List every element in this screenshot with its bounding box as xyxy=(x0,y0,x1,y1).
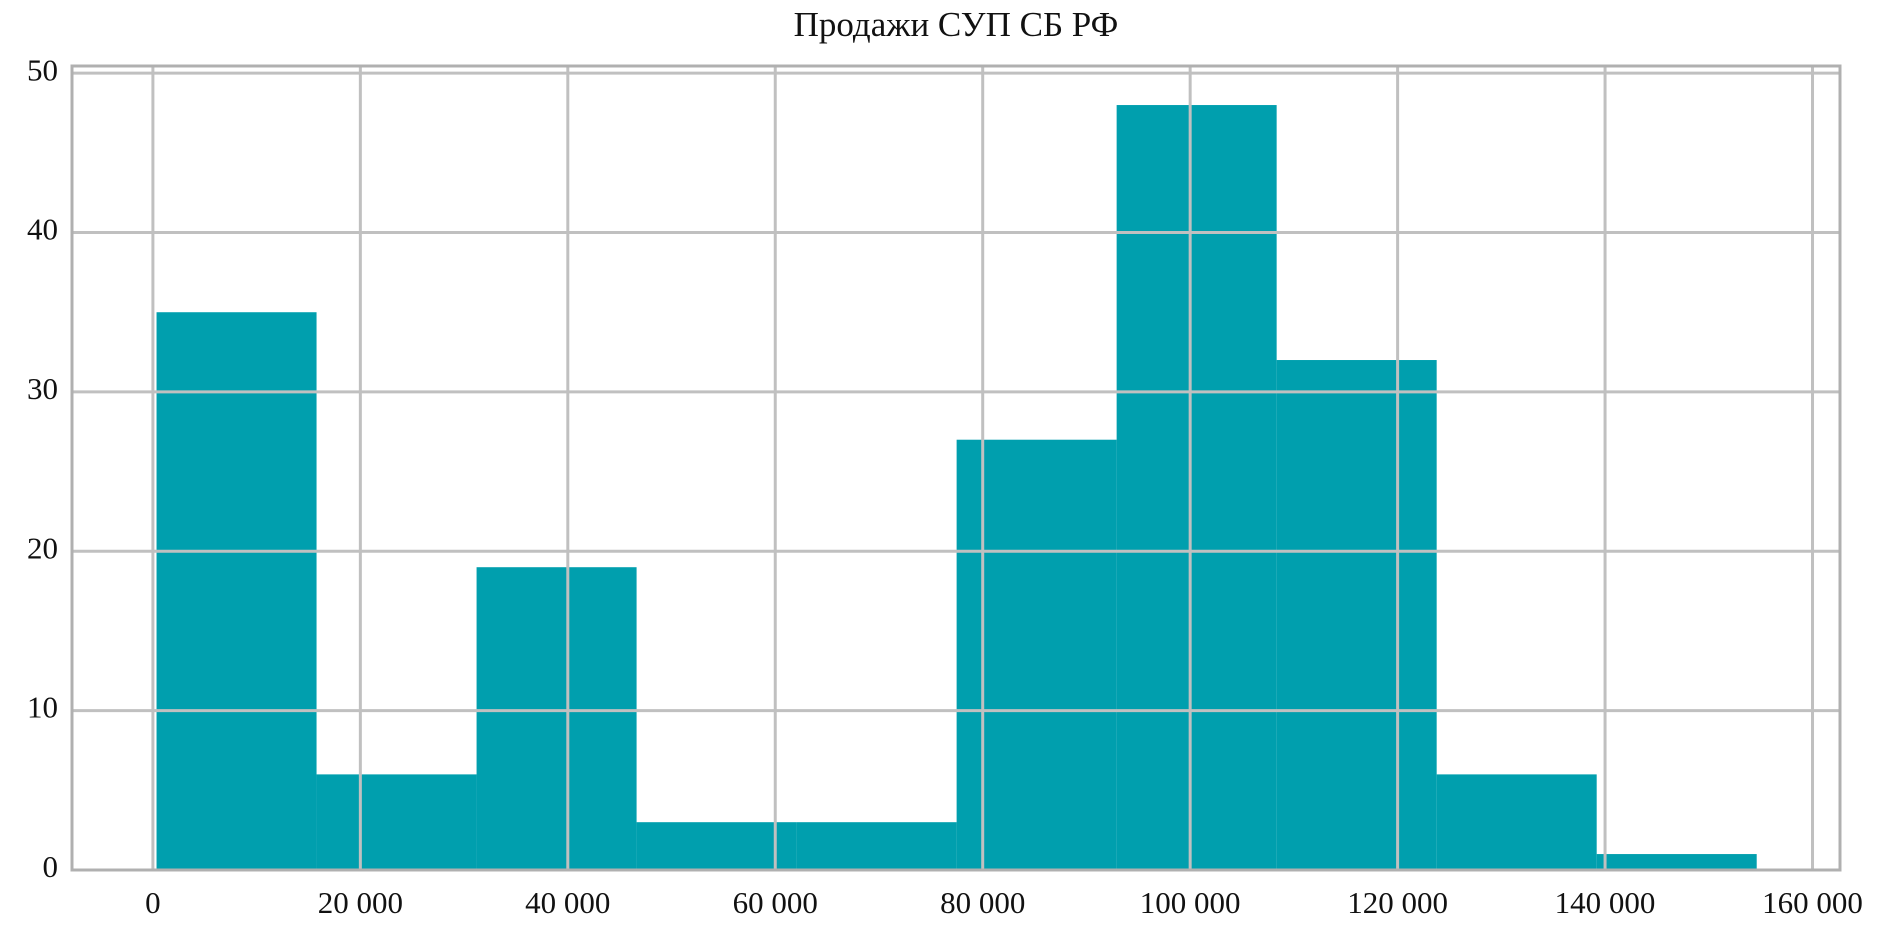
y-tick-label: 50 xyxy=(27,52,58,87)
y-tick-label: 20 xyxy=(27,530,58,565)
bar xyxy=(956,439,1117,870)
y-tick-label: 40 xyxy=(27,212,58,247)
bar xyxy=(1116,105,1277,870)
chart-title: Продажи СУП СБ РФ xyxy=(794,5,1119,44)
bar xyxy=(476,567,637,870)
x-tick-label: 60 000 xyxy=(733,885,818,920)
x-tick-label: 80 000 xyxy=(940,885,1025,920)
x-tick-label: 160 000 xyxy=(1762,885,1863,920)
x-tick-label: 40 000 xyxy=(525,885,610,920)
y-tick-label: 10 xyxy=(27,690,58,725)
y-tick-label: 30 xyxy=(27,371,58,406)
bar xyxy=(1276,360,1437,870)
bar xyxy=(796,822,957,870)
x-tick-label: 140 000 xyxy=(1555,885,1656,920)
y-tick-label: 0 xyxy=(43,849,59,884)
x-tick-label: 120 000 xyxy=(1347,885,1448,920)
bar xyxy=(1596,854,1757,870)
x-tick-label: 100 000 xyxy=(1140,885,1241,920)
plot-frame xyxy=(70,64,1842,872)
bar xyxy=(316,774,477,870)
x-tick-label: 20 000 xyxy=(318,885,403,920)
bar xyxy=(636,822,797,870)
x-tick-label: 0 xyxy=(145,885,161,920)
bar xyxy=(156,312,317,870)
bar xyxy=(1436,774,1597,870)
